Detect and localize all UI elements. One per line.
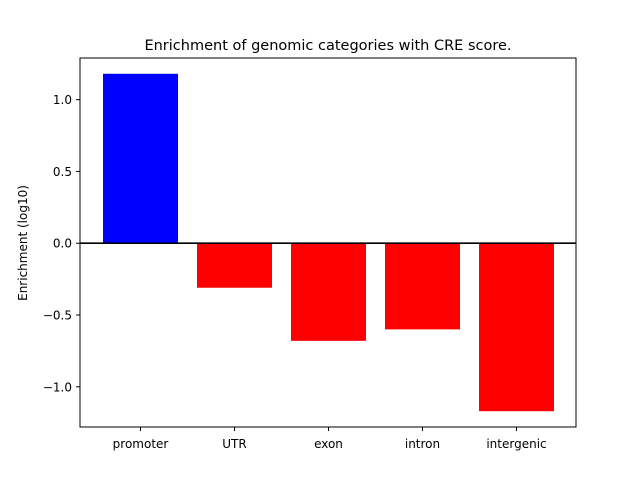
x-tick-label: UTR [222,437,246,451]
y-tick-label: 1.0 [53,93,72,107]
x-tick-label: exon [314,437,343,451]
bars-layer [103,73,554,412]
x-tick-label: promoter [113,437,169,451]
y-axis-label: Enrichment (log10) [16,185,30,301]
y-tick-label: −1.0 [43,380,72,394]
bar-promoter [103,73,178,244]
y-axis: 1.0 0.5 0.0 −0.5 −1.0 [43,93,80,394]
bar-intron [385,243,460,330]
bar-exon [291,243,366,341]
y-tick-label: 0.0 [53,237,72,251]
x-axis: promoter UTR exon intron intergenic [113,427,547,451]
bar-UTR [197,243,272,288]
chart-title: Enrichment of genomic categories with CR… [144,38,511,54]
x-tick-label: intron [405,437,440,451]
x-tick-label: intergenic [486,437,546,451]
y-tick-label: −0.5 [43,309,72,323]
bar-intergenic [479,243,554,412]
y-tick-label: 0.5 [53,165,72,179]
